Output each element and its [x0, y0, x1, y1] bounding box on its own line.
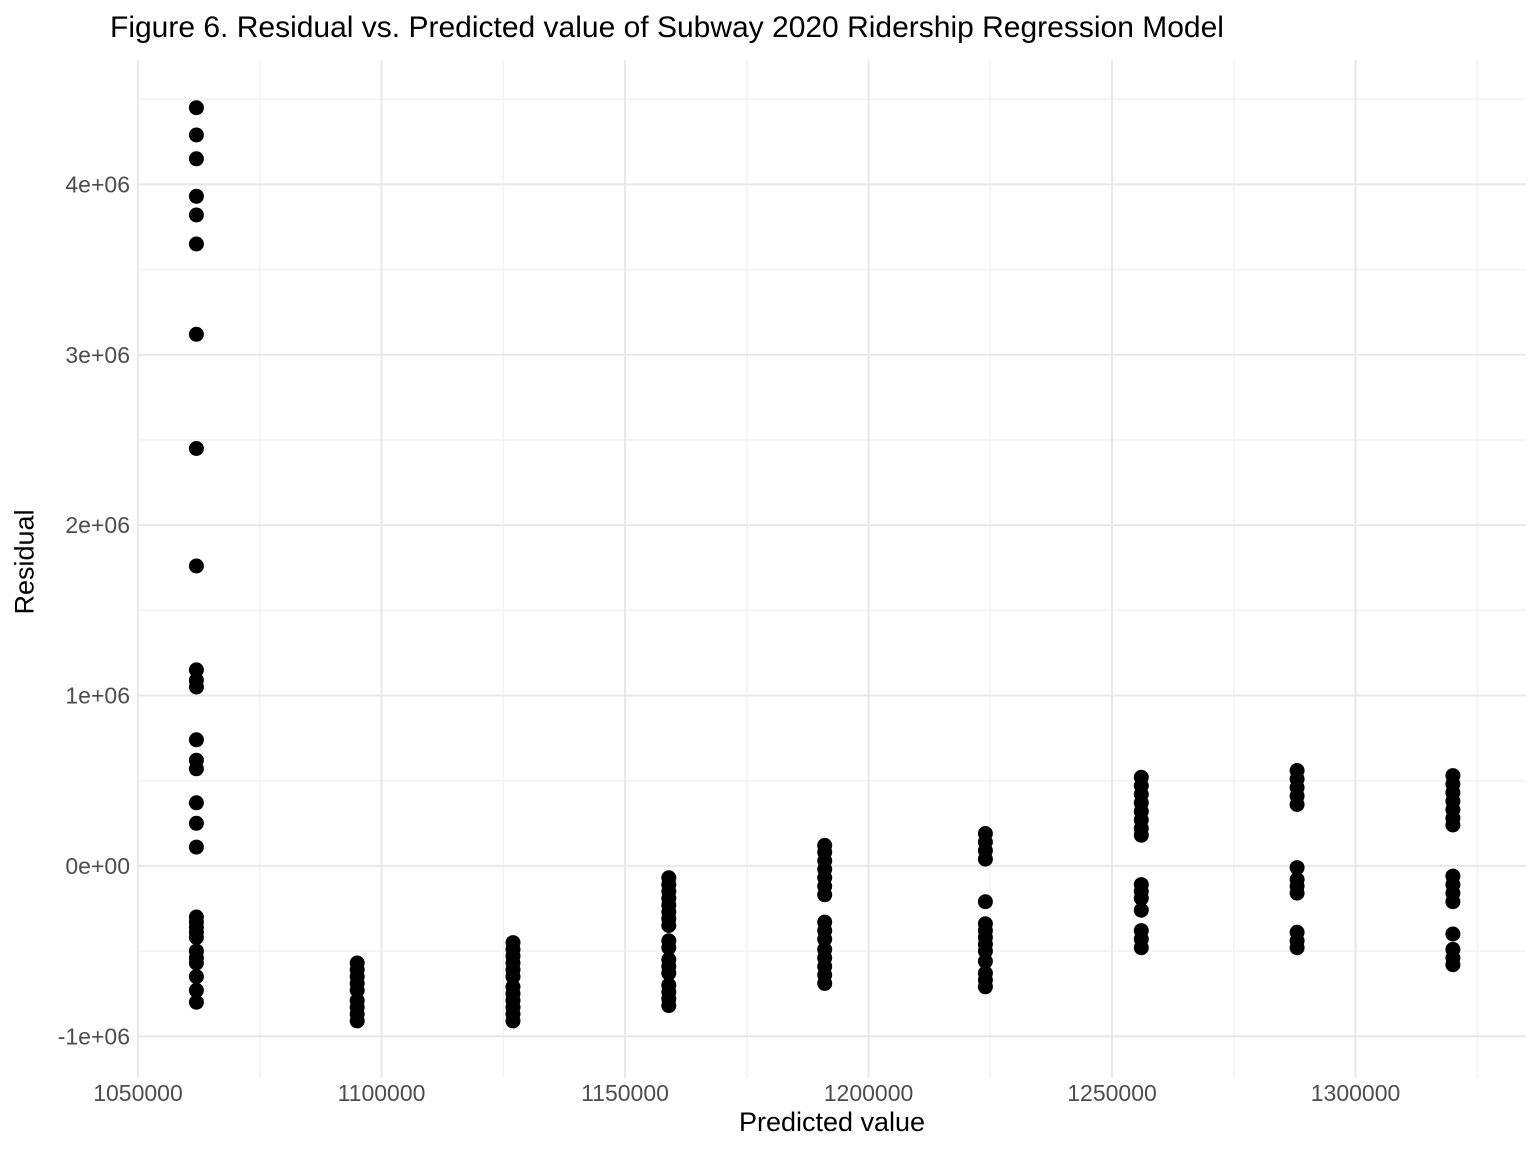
data-point — [188, 326, 204, 342]
data-point — [977, 894, 993, 910]
data-point — [1133, 940, 1149, 956]
data-point — [188, 151, 204, 167]
data-point — [661, 998, 677, 1014]
data-point — [977, 851, 993, 867]
y-tick-label: 0e+00 — [65, 853, 130, 879]
data-point — [188, 732, 204, 748]
chart-title: Figure 6. Residual vs. Predicted value o… — [110, 11, 1224, 44]
data-point — [817, 931, 833, 947]
x-tick-label: 1100000 — [338, 1080, 426, 1106]
data-point — [817, 975, 833, 991]
data-point — [1289, 940, 1305, 956]
data-point — [188, 969, 204, 985]
data-point — [188, 100, 204, 116]
data-point — [188, 795, 204, 811]
data-point — [188, 982, 204, 998]
data-point — [188, 929, 204, 945]
data-point — [1289, 885, 1305, 901]
y-axis-title: Residual — [9, 509, 40, 615]
data-point — [977, 979, 993, 995]
data-point — [505, 1013, 521, 1029]
data-point — [188, 679, 204, 695]
data-point — [188, 441, 204, 456]
data-point — [188, 761, 204, 777]
data-point — [188, 188, 204, 204]
data-point — [188, 236, 204, 252]
data-point — [188, 839, 204, 855]
data-point — [977, 953, 993, 969]
data-point — [817, 887, 833, 903]
x-tick-label: 1050000 — [93, 1080, 183, 1106]
data-point — [661, 965, 677, 981]
data-point — [1289, 860, 1305, 876]
x-tick-label: 1200000 — [824, 1080, 914, 1106]
y-tick-label: 3e+06 — [65, 342, 130, 368]
data-point — [661, 918, 677, 933]
x-axis-title: Predicted value — [738, 1107, 926, 1137]
data-point — [1133, 827, 1149, 843]
y-tick-label: -1e+06 — [58, 1023, 130, 1049]
data-point — [1445, 957, 1461, 973]
x-tick-label: 1250000 — [1067, 1080, 1157, 1106]
y-tick-label: 1e+06 — [65, 683, 130, 709]
data-point — [1133, 890, 1149, 906]
y-tick-label: 2e+06 — [65, 512, 130, 538]
data-point — [1289, 797, 1305, 812]
y-tick-label: 4e+06 — [65, 171, 130, 197]
data-point — [188, 994, 204, 1010]
data-point — [188, 662, 204, 678]
data-point — [188, 127, 204, 143]
data-point — [1445, 926, 1461, 942]
data-point — [1133, 902, 1149, 918]
x-tick-label: 1150000 — [581, 1080, 669, 1106]
data-point — [349, 1013, 365, 1029]
data-point — [188, 558, 204, 574]
data-point — [188, 815, 204, 831]
data-point — [188, 955, 204, 971]
data-point — [1445, 817, 1461, 833]
x-tick-label: 1300000 — [1311, 1080, 1401, 1106]
data-point — [188, 207, 204, 223]
data-point — [661, 940, 677, 956]
data-point — [1445, 894, 1461, 910]
